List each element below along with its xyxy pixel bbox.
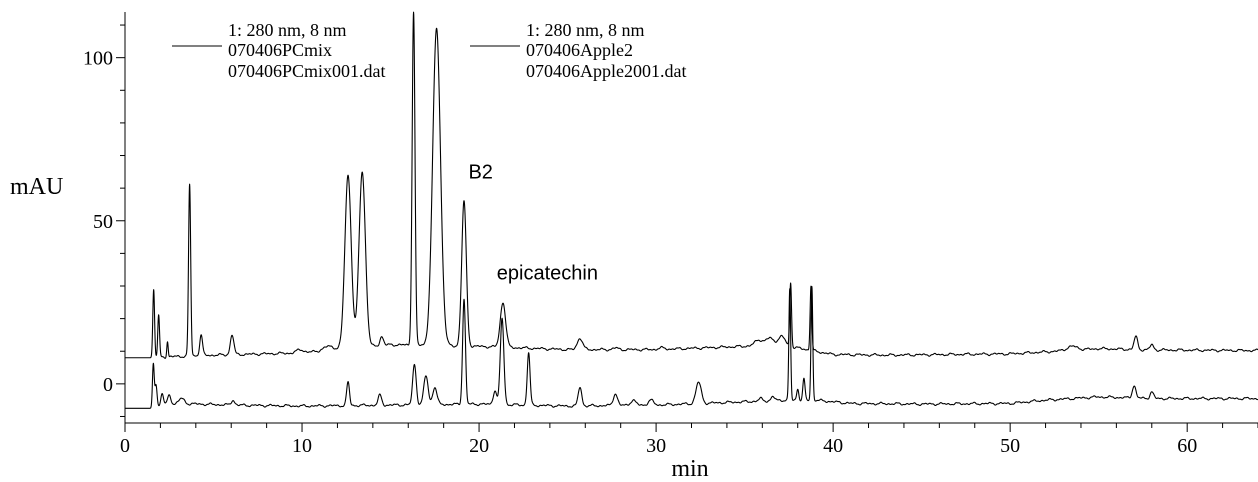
annotation-epicatechin: epicatechin — [497, 262, 598, 284]
legend-apple2-wavelength: 1: 280 nm, 8 nm — [526, 20, 645, 40]
legend-apple2-file: 070406Apple2001.dat — [526, 61, 686, 81]
ticks-layer: 0 10 20 30 40 50 60 0 50 100 — [83, 24, 1258, 457]
annotation-b2: B2 — [468, 161, 492, 183]
y-axis-label: mAU — [10, 174, 63, 200]
legend-apple2-sample: 070406Apple2 — [526, 40, 633, 60]
legend-entry-pcmix: 1: 280 nm, 8 nm 070406PCmix 070406PCmix0… — [172, 20, 386, 81]
legend: 1: 280 nm, 8 nm 070406PCmix 070406PCmix0… — [172, 20, 686, 81]
x-tick-label: 0 — [120, 435, 130, 457]
legend-pcmix-wavelength: 1: 280 nm, 8 nm — [228, 20, 347, 40]
y-tick-label: 0 — [103, 374, 113, 396]
legend-entry-apple2: 1: 280 nm, 8 nm 070406Apple2 070406Apple… — [470, 20, 686, 81]
x-axis-label: min — [671, 456, 708, 482]
x-tick-label: 10 — [292, 435, 312, 457]
y-tick-label: 100 — [83, 48, 113, 70]
series-line-070406pcmix — [124, 11, 1258, 359]
legend-pcmix-file: 070406PCmix001.dat — [228, 61, 386, 81]
y-tick-label: 50 — [93, 211, 113, 233]
x-tick-label: 20 — [469, 435, 489, 457]
x-tick-label: 40 — [823, 435, 843, 457]
series-line-070406apple2 — [124, 285, 1258, 409]
x-tick-label: 50 — [1000, 435, 1020, 457]
x-tick-label: 60 — [1177, 435, 1197, 457]
series-layer — [124, 11, 1258, 409]
x-tick-label: 30 — [646, 435, 666, 457]
legend-pcmix-sample: 070406PCmix — [228, 40, 332, 60]
